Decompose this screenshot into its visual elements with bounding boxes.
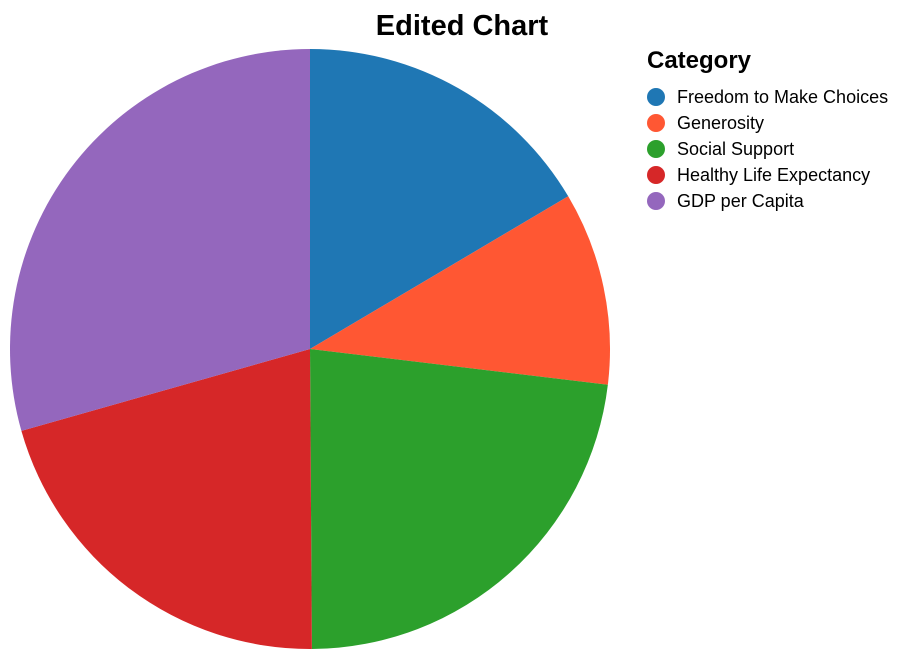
pie-slice-generosity — [310, 196, 610, 385]
legend-item: Generosity — [647, 110, 917, 136]
pie-slice-freedom-to-make-choices — [310, 49, 569, 349]
legend-label: GDP per Capita — [677, 190, 804, 211]
pie-slice-healthy-life-expectancy — [21, 349, 312, 649]
legend-swatch — [647, 166, 665, 184]
legend-items: Freedom to Make Choices Generosity Social … — [647, 84, 917, 214]
chart-title: Edited Chart — [375, 10, 549, 42]
legend-swatch — [647, 140, 665, 158]
legend-swatch — [647, 192, 665, 210]
pie-slice-social-support — [310, 349, 608, 649]
pie-slice-gdp-per-capita — [9, 49, 310, 431]
legend-item: Freedom to Make Choices — [647, 84, 917, 110]
legend-label: Freedom to Make Choices — [677, 86, 889, 107]
legend-label: Social Support — [677, 138, 795, 159]
legend-swatch — [647, 114, 665, 132]
legend: Category Freedom to Make Choices Generosi… — [647, 46, 917, 214]
legend-label: Generosity — [677, 112, 765, 133]
legend-item: Healthy Life Expectancy — [647, 162, 917, 188]
legend-label: Healthy Life Expectancy — [677, 164, 871, 185]
legend-item: GDP per Capita — [647, 188, 917, 214]
legend-item: Social Support — [647, 136, 917, 162]
pie-slices — [9, 49, 610, 649]
legend-swatch — [647, 88, 665, 106]
legend-title: Category — [647, 47, 752, 74]
